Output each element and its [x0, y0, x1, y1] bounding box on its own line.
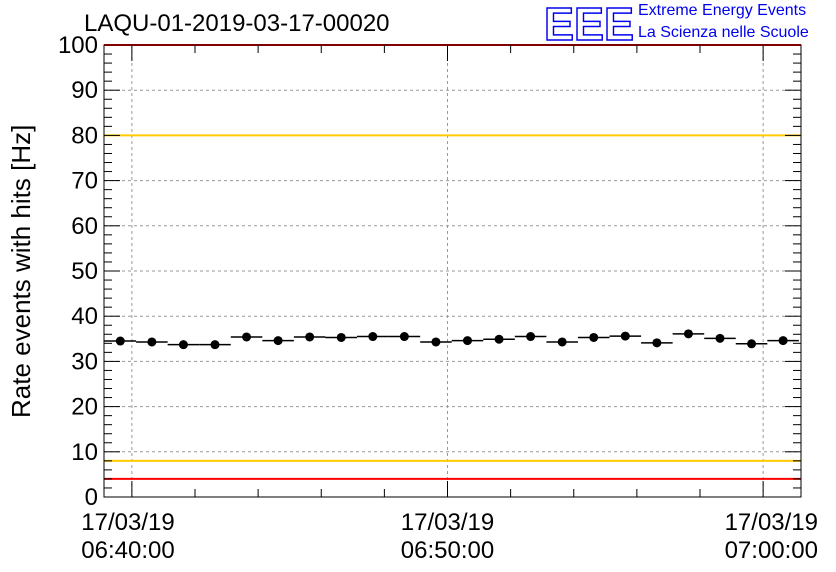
y-tick-label: 100 [58, 32, 98, 59]
y-tick-label: 50 [71, 258, 98, 285]
data-point [683, 329, 693, 339]
grid-lines [104, 45, 801, 497]
eee-logo-mark: EEE [544, 2, 634, 44]
data-point [178, 340, 188, 350]
data-point [747, 339, 757, 349]
y-tick-label: 10 [71, 439, 98, 466]
data-point [778, 336, 788, 346]
data-point [399, 332, 409, 342]
data-point [589, 332, 599, 342]
y-tick-label: 60 [71, 213, 98, 240]
data-point [652, 338, 662, 348]
eee-logo: EEE [543, 2, 635, 44]
data-point [242, 332, 252, 342]
y-tick-label: 90 [71, 77, 98, 104]
data-point [147, 337, 157, 347]
x-tick-time-label: 06:50:00 [401, 537, 494, 564]
data-point [115, 336, 125, 346]
y-tick-label: 30 [71, 348, 98, 375]
data-point [210, 340, 220, 350]
y-tick-label: 0 [85, 484, 98, 511]
y-tick-label: 70 [71, 168, 98, 195]
data-point [557, 337, 567, 347]
data-point [462, 336, 472, 346]
y-axis-ticks: 0 10 20 30 40 50 60 70 80 90 100 [58, 32, 801, 511]
data-points [104, 329, 799, 350]
reference-lines [104, 44, 801, 480]
data-point [715, 333, 725, 343]
y-tick-label: 40 [71, 303, 98, 330]
x-axis-ticks: 17/03/1906:40:0017/03/1906:50:0017/03/19… [81, 45, 818, 564]
logo-text-line1: Extreme Energy Events [638, 2, 807, 19]
data-point [494, 334, 504, 344]
data-point [431, 337, 441, 347]
data-point [620, 331, 630, 341]
data-point [336, 332, 346, 342]
y-tick-label: 80 [71, 122, 98, 149]
x-tick-time-label: 07:00:00 [725, 537, 818, 564]
x-tick-date-label: 17/03/19 [725, 509, 818, 536]
logo-text-line2: La Scienza nelle Scuole [638, 24, 809, 41]
data-point [526, 332, 536, 342]
data-point [368, 332, 378, 342]
data-point [305, 332, 315, 342]
y-tick-label: 20 [71, 394, 98, 421]
x-tick-date-label: 17/03/19 [81, 509, 174, 536]
x-tick-time-label: 06:40:00 [81, 537, 174, 564]
data-point [273, 336, 283, 346]
chart-title: LAQU-01-2019-03-17-00020 [84, 10, 390, 37]
y-axis-label: Rate events with hits [Hz] [6, 124, 36, 418]
x-tick-date-label: 17/03/19 [401, 509, 494, 536]
